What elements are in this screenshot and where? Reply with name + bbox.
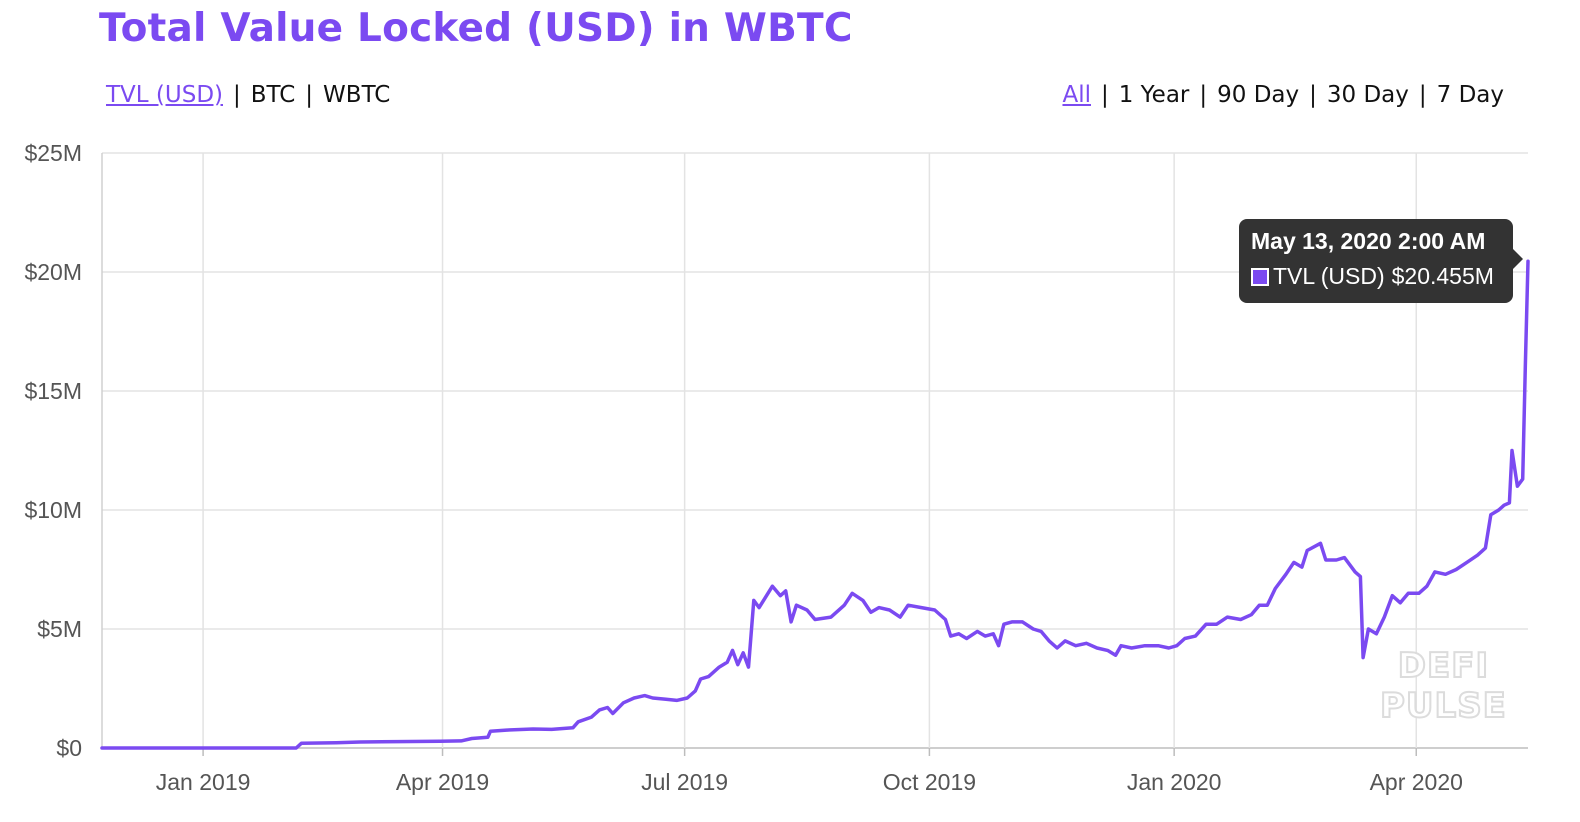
y-tick-label: $15M — [24, 378, 82, 404]
y-tick-label: $10M — [24, 497, 82, 523]
series-line-tvl-usd[interactable] — [100, 259, 1530, 750]
range-1-year[interactable]: 1 Year — [1118, 82, 1190, 108]
range-90-day[interactable]: 90 Day — [1217, 82, 1300, 108]
toggle-wbtc[interactable]: WBTC — [323, 82, 391, 108]
chart-title: Total Value Locked (USD) in WBTC — [99, 6, 853, 51]
metric-toggle-group: TVL (USD) | BTC | WBTC — [106, 82, 390, 108]
y-tick-label: $0 — [56, 735, 82, 761]
range-7-day[interactable]: 7 Day — [1436, 82, 1504, 108]
series-swatch — [1251, 267, 1269, 286]
grid — [101, 152, 1528, 756]
series-layer — [100, 259, 1530, 750]
x-tick-label: Jan 2020 — [1127, 769, 1222, 795]
tooltip-series-label: TVL (USD) — [1273, 263, 1385, 289]
tooltip-value: $20.455M — [1391, 263, 1494, 289]
separator: | — [1100, 82, 1109, 108]
separator: | — [305, 82, 314, 108]
tooltip-row: TVL (USD) $20.455M — [1251, 263, 1513, 290]
defi-pulse-watermark: DEFI PULSE — [1379, 645, 1507, 727]
range-toggle-group: All | 1 Year | 90 Day | 30 Day | 7 Day — [1062, 82, 1504, 108]
x-tick-label: Jan 2019 — [156, 769, 251, 795]
tooltip-date: May 13, 2020 2:00 AM — [1251, 228, 1486, 254]
y-tick-label: $20M — [24, 259, 82, 285]
watermark-line-1: DEFI — [1397, 645, 1490, 687]
x-tick-label: Apr 2019 — [396, 769, 489, 795]
separator: | — [1199, 82, 1208, 108]
x-tick-label: Jul 2019 — [641, 769, 728, 795]
axes: $0 $5M $10M $15M $20M $25M Jan 2019 Apr 2019 Jul… — [24, 140, 1462, 795]
y-tick-label: $5M — [37, 616, 82, 642]
toggle-btc[interactable]: BTC — [250, 82, 296, 108]
range-all[interactable]: All — [1062, 82, 1091, 108]
toggle-tvl-usd[interactable]: TVL (USD) — [106, 82, 223, 108]
separator: | — [1418, 82, 1427, 108]
separator: | — [1309, 82, 1317, 108]
x-tick-label: Apr 2020 — [1370, 769, 1463, 795]
watermark-line-2: PULSE — [1379, 685, 1507, 727]
y-tick-label: $25M — [24, 140, 82, 166]
separator: | — [233, 82, 241, 108]
hover-tooltip: May 13, 2020 2:00 AM TVL (USD) $20.455M — [1239, 219, 1523, 303]
range-30-day[interactable]: 30 Day — [1326, 82, 1409, 108]
x-tick-label: Oct 2019 — [883, 769, 976, 795]
